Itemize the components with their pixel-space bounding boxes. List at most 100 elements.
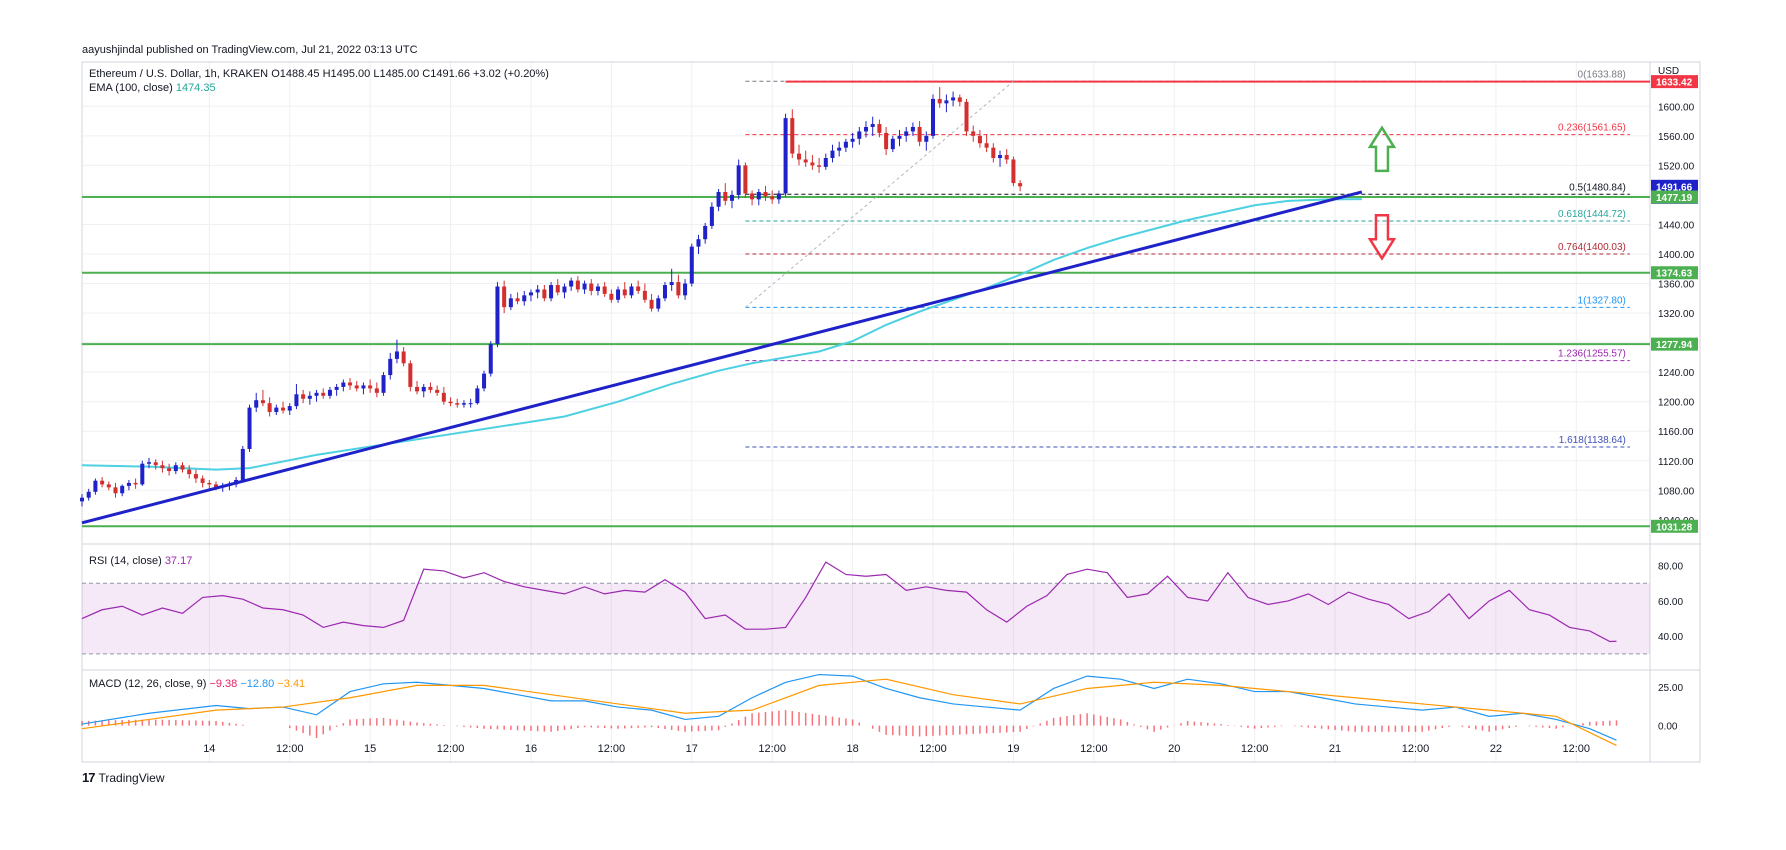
candle-body — [683, 283, 688, 296]
x-tick-label: 16 — [525, 743, 537, 755]
candle-body — [756, 191, 761, 200]
y-tick-label: 1160.00 — [1658, 427, 1694, 438]
candle-body — [843, 141, 848, 148]
candle-body — [522, 295, 527, 302]
candle-body — [307, 395, 312, 399]
candle-body — [662, 285, 667, 299]
chart-frame — [81, 61, 1701, 763]
candle-body — [930, 98, 936, 136]
candle-body — [971, 131, 976, 136]
candle-body — [113, 487, 118, 494]
x-tick-label: 19 — [1007, 743, 1019, 755]
trendline — [81, 190, 1363, 525]
fib-level-label: 0.764(1400.03) — [1558, 242, 1626, 253]
candle-body — [676, 282, 681, 296]
candle-body — [709, 206, 714, 226]
candle-body — [86, 491, 91, 498]
x-tick-label: 14 — [203, 743, 215, 755]
y-tick-label: 1080.00 — [1658, 486, 1695, 497]
x-tick-label: 12:00 — [1080, 743, 1108, 755]
x-tick-label: 21 — [1329, 743, 1341, 755]
rsi-legend: RSI (14, close) 37.17 — [89, 555, 192, 567]
candle-body — [910, 126, 915, 132]
x-tick-label: 18 — [846, 743, 858, 755]
macd-y-tick-label: 25.00 — [1658, 683, 1683, 694]
candle-body — [334, 386, 339, 390]
tradingview-brand-text: TradingView — [98, 770, 165, 785]
candle-body — [482, 373, 487, 389]
x-tick-label: 15 — [364, 743, 376, 755]
x-tick-label: 12:00 — [276, 743, 304, 755]
candle-body — [428, 386, 433, 390]
y-tick-label: 1560.00 — [1658, 132, 1695, 143]
candle-body — [944, 100, 949, 104]
rsi-y-tick-label: 80.00 — [1658, 562, 1683, 573]
chart-axes: 14 12:00 15 12:00 16 12:00 17 12:00 18 12:00 19 12:… — [203, 66, 1698, 755]
candle-body — [998, 155, 1003, 158]
rsi-y-tick-label: 60.00 — [1658, 597, 1683, 608]
candle-body — [790, 118, 795, 154]
candle-body — [153, 462, 158, 466]
candle-body — [247, 407, 252, 449]
candle-body — [368, 385, 373, 389]
candle-body — [374, 388, 379, 393]
candle-body — [1004, 155, 1009, 160]
candle-body — [106, 484, 111, 488]
x-tick-label: 12:00 — [1402, 743, 1430, 755]
candle-body — [689, 246, 694, 284]
candle-body — [120, 485, 125, 494]
candle-body — [890, 138, 895, 150]
candle-body — [193, 474, 198, 479]
candle-body — [267, 403, 272, 413]
candle-body — [716, 191, 721, 207]
candle-body — [173, 465, 178, 472]
candle-body — [897, 135, 902, 139]
rsi-y-tick-label: 40.00 — [1658, 632, 1683, 643]
chart-grid — [82, 62, 1650, 762]
candle-body — [495, 286, 500, 345]
candle-body — [79, 497, 85, 502]
candle-body — [595, 286, 600, 291]
candle-body — [703, 225, 708, 240]
y-tick-label: 1400.00 — [1658, 250, 1695, 261]
price-marker-label: 1477.19 — [1656, 193, 1693, 204]
candle-body — [327, 389, 332, 396]
candle-body — [388, 358, 393, 376]
candle-body — [421, 386, 426, 392]
fib-level-label: 0.236(1561.65) — [1558, 123, 1626, 134]
price-marker-label: 1374.63 — [1656, 269, 1693, 280]
macd-pane — [81, 673, 1618, 746]
candle-body — [348, 382, 353, 386]
candle-body — [287, 406, 292, 411]
ema-legend-value: 1474.35 — [176, 82, 216, 94]
x-tick-label: 22 — [1490, 743, 1502, 755]
candle-body — [301, 394, 306, 399]
rsi-legend-value: 37.17 — [165, 555, 193, 567]
candle-body — [924, 135, 929, 142]
candle-body — [796, 153, 802, 160]
candle-body — [448, 401, 453, 404]
candle-body — [857, 131, 862, 139]
x-tick-label: 20 — [1168, 743, 1180, 755]
tradingview-logo[interactable]: 17 TradingView — [82, 770, 165, 785]
candle-body — [803, 159, 808, 163]
symbol-legend: Ethereum / U.S. Dollar, 1h, KRAKEN O1488… — [89, 68, 549, 80]
macd-legend-part: −9.38 — [209, 678, 240, 690]
y-tick-label: 1600.00 — [1658, 102, 1695, 113]
candle-body — [616, 289, 621, 300]
rsi-pane — [81, 561, 1650, 655]
candle-body — [649, 299, 654, 309]
ema-legend-name: EMA (100, close) — [89, 82, 176, 94]
chart-labels: 0(1633.88) 0.236(1561.65) 0.5(1480.84) 0.61… — [89, 68, 1626, 690]
candle-body — [729, 194, 734, 201]
symbol-legend-part: C1491.66 — [419, 68, 470, 80]
candle-body — [555, 285, 560, 293]
macd-legend-part: −3.41 — [277, 678, 305, 690]
candle-body — [984, 143, 989, 148]
candle-body — [146, 462, 152, 464]
macd-y-tick-label: 0.00 — [1658, 722, 1678, 733]
candle-body — [394, 351, 399, 359]
candle-body — [904, 131, 909, 136]
candle-body — [642, 290, 647, 300]
